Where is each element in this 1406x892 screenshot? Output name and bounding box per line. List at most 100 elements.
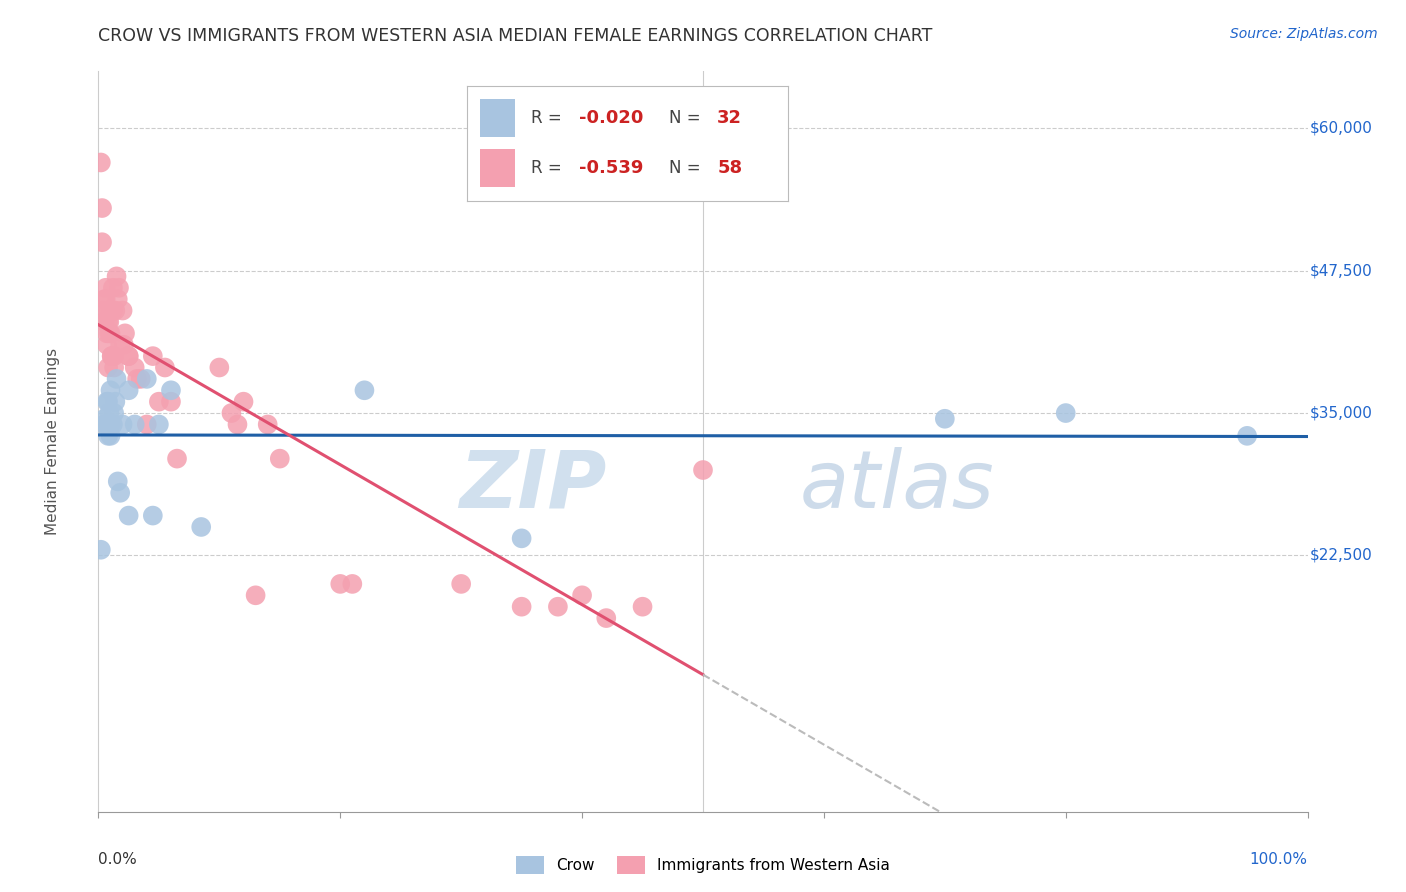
- Point: [142, 349, 165, 363]
- Text: ZIP: ZIP: [458, 447, 606, 525]
- Text: 100.0%: 100.0%: [1250, 853, 1308, 867]
- Point: [111, 303, 134, 318]
- Point: [148, 417, 170, 432]
- Point: [100, 429, 122, 443]
- Point: [232, 394, 254, 409]
- Point: [269, 451, 291, 466]
- Point: [221, 406, 243, 420]
- Point: [90, 155, 112, 169]
- Point: [108, 485, 131, 500]
- Point: [97, 360, 120, 375]
- Point: [245, 588, 267, 602]
- Point: [93, 292, 115, 306]
- Point: [93, 411, 115, 425]
- Text: 0.0%: 0.0%: [98, 853, 138, 867]
- Point: [190, 520, 212, 534]
- Point: [112, 337, 135, 351]
- Point: [118, 349, 141, 363]
- Point: [114, 326, 136, 341]
- Point: [100, 349, 122, 363]
- Point: [166, 451, 188, 466]
- Point: [97, 303, 120, 318]
- Text: atlas: atlas: [800, 447, 994, 525]
- Point: [111, 417, 134, 432]
- Text: $47,500: $47,500: [1310, 263, 1372, 278]
- Point: [595, 611, 617, 625]
- Point: [98, 326, 121, 341]
- Point: [118, 384, 141, 398]
- Text: Median Female Earnings: Median Female Earnings: [45, 348, 60, 535]
- Point: [100, 326, 122, 341]
- Point: [631, 599, 654, 614]
- Point: [135, 372, 157, 386]
- Point: [98, 417, 121, 432]
- Point: [142, 508, 165, 523]
- Point: [105, 269, 128, 284]
- Point: [103, 349, 125, 363]
- Point: [129, 372, 152, 386]
- Point: [108, 337, 131, 351]
- Point: [107, 475, 129, 489]
- Point: [93, 417, 115, 432]
- Point: [100, 349, 122, 363]
- Point: [256, 417, 278, 432]
- Point: [510, 532, 533, 546]
- Point: [208, 360, 231, 375]
- Point: [98, 315, 121, 329]
- Point: [101, 303, 124, 318]
- Point: [547, 599, 569, 614]
- Point: [107, 292, 129, 306]
- Point: [118, 508, 141, 523]
- Point: [510, 599, 533, 614]
- Point: [118, 349, 141, 363]
- Point: [135, 417, 157, 432]
- Point: [450, 577, 472, 591]
- Point: [91, 303, 114, 318]
- Point: [97, 394, 120, 409]
- Text: $60,000: $60,000: [1310, 120, 1372, 136]
- Point: [226, 417, 249, 432]
- Point: [98, 406, 121, 420]
- Legend: Crow, Immigrants from Western Asia: Crow, Immigrants from Western Asia: [510, 850, 896, 880]
- Point: [103, 406, 125, 420]
- Point: [94, 292, 117, 306]
- Point: [692, 463, 714, 477]
- Point: [96, 394, 118, 409]
- Point: [104, 303, 127, 318]
- Point: [104, 394, 127, 409]
- Point: [91, 235, 114, 250]
- Point: [96, 326, 118, 341]
- Point: [101, 281, 124, 295]
- Point: [96, 417, 118, 432]
- Point: [353, 384, 375, 398]
- Point: [96, 337, 118, 351]
- Point: [97, 429, 120, 443]
- Text: Source: ZipAtlas.com: Source: ZipAtlas.com: [1230, 27, 1378, 41]
- Point: [1054, 406, 1077, 420]
- Point: [124, 360, 146, 375]
- Point: [160, 394, 183, 409]
- Point: [100, 417, 122, 432]
- Point: [1236, 429, 1258, 443]
- Point: [108, 281, 131, 295]
- Point: [97, 315, 120, 329]
- Point: [90, 542, 112, 557]
- Point: [153, 360, 176, 375]
- Point: [91, 201, 114, 215]
- Text: $35,000: $35,000: [1310, 406, 1372, 420]
- Point: [93, 315, 115, 329]
- Point: [100, 384, 122, 398]
- Point: [94, 281, 117, 295]
- Point: [934, 411, 956, 425]
- Point: [127, 372, 149, 386]
- Point: [103, 360, 125, 375]
- Text: $22,500: $22,500: [1310, 548, 1372, 563]
- Point: [105, 372, 128, 386]
- Point: [124, 417, 146, 432]
- Point: [342, 577, 364, 591]
- Point: [100, 303, 122, 318]
- Point: [160, 384, 183, 398]
- Point: [571, 588, 593, 602]
- Point: [148, 394, 170, 409]
- Point: [329, 577, 352, 591]
